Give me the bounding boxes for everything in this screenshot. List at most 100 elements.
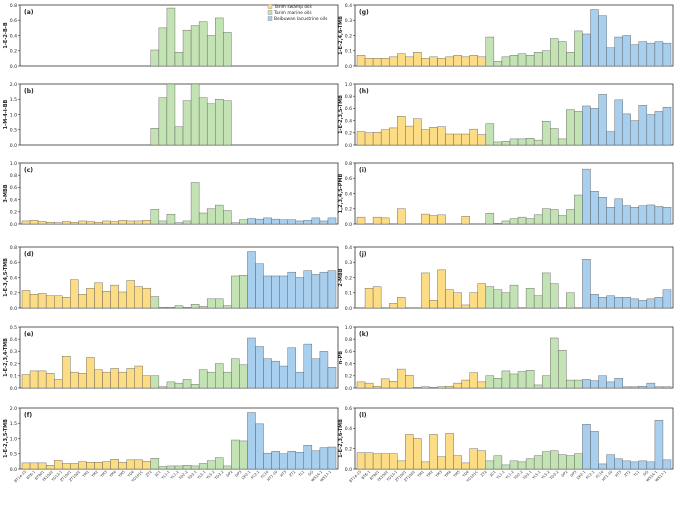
bar-38 [319, 271, 329, 309]
bar-17 [485, 375, 495, 389]
bar-3 [37, 462, 47, 470]
bar-21 [182, 307, 192, 309]
x-tick-label: YL5-2 [541, 470, 551, 480]
bar-17 [150, 128, 160, 146]
bar-14 [461, 133, 470, 146]
y-tick-label: 0.8 [345, 337, 352, 343]
bar-27 [231, 275, 240, 309]
bar-7 [70, 463, 79, 470]
bar-18 [493, 61, 503, 67]
plot-frame [19, 162, 339, 225]
bar-6 [62, 297, 71, 309]
bar-33 [279, 365, 288, 389]
y-tick-label: 0.3 [10, 349, 17, 355]
bar-26 [558, 138, 567, 146]
bar-26 [558, 41, 567, 67]
bar-20 [509, 284, 519, 309]
y-tick-label: 0.0 [345, 64, 352, 70]
bar-5 [389, 303, 398, 309]
bar-32 [271, 218, 280, 225]
bar-30 [590, 294, 599, 309]
y-tick-label: 0.6 [345, 176, 352, 182]
y-axis-label: 1-E-2,3,5-TMB [338, 95, 344, 134]
legend-swatch [267, 10, 273, 15]
bar-38 [654, 111, 664, 146]
bar-11 [437, 126, 446, 146]
y-tick-label: 0.0 [345, 467, 352, 473]
bar-17 [150, 375, 160, 389]
bar-22 [190, 25, 200, 67]
bar-22 [525, 218, 535, 225]
chart-panel-11: 0.0 0.2 0.4 0.6 0.8 1.0 n-PB (k) [338, 325, 674, 392]
bar-36 [638, 41, 648, 67]
bar-15 [134, 365, 143, 389]
y-tick-label: 0.2 [10, 49, 17, 55]
chart-panel-3: 0.0 0.2 0.4 0.6 0.8 1.0 3-MBB (c) [3, 161, 339, 228]
bar-36 [638, 105, 648, 146]
bar-9 [86, 357, 95, 389]
bar-29 [582, 33, 591, 67]
bar-36 [638, 205, 648, 225]
bar-5 [54, 222, 63, 225]
bar-6 [397, 368, 406, 389]
bar-32 [606, 381, 615, 389]
bar-18 [158, 97, 168, 146]
bar-4 [380, 453, 390, 470]
bar-4 [45, 221, 55, 225]
bar-17 [485, 286, 495, 309]
bar-25 [550, 38, 559, 67]
panel-tag: (j) [359, 251, 367, 258]
bar-18 [493, 455, 503, 470]
bar-2 [364, 132, 374, 146]
bar-20 [174, 382, 184, 389]
bar-25 [215, 99, 224, 146]
bar-1 [21, 290, 31, 309]
x-tick-label: BT901 [369, 470, 380, 481]
bar-38 [654, 420, 664, 470]
bar-9 [86, 221, 95, 225]
bar-9 [421, 213, 430, 225]
y-tick-label: 0.2 [10, 291, 17, 297]
bar-28 [574, 30, 583, 67]
bar-19 [166, 83, 176, 146]
y-axis-label: 1-E-2-B-B [3, 22, 9, 48]
bar-11 [437, 386, 446, 389]
bar-22 [190, 384, 200, 389]
bar-4 [45, 373, 55, 389]
bar-31 [263, 452, 272, 470]
bar-27 [566, 455, 575, 470]
bar-7 [405, 374, 414, 389]
bar-20 [509, 218, 519, 225]
bar-18 [158, 386, 168, 389]
bar-27 [231, 439, 240, 470]
bar-38 [319, 220, 329, 225]
bar-28 [574, 453, 583, 470]
bar-19 [501, 292, 511, 309]
bar-16 [142, 287, 152, 309]
y-tick-label: 1.5 [10, 97, 17, 103]
bar-36 [303, 220, 313, 225]
bar-21 [517, 138, 527, 146]
bar-1 [21, 220, 31, 225]
y-tick-label: 1.0 [10, 436, 17, 442]
bar-35 [295, 220, 304, 225]
bar-1 [356, 452, 366, 470]
chart-panel-5: 0.0 0.1 0.2 0.3 0.4 0.5 1-E-2,3,4-TMB (e) [3, 325, 339, 392]
x-tick-label: DP3 [570, 470, 578, 478]
bar-8 [413, 52, 422, 67]
bar-39 [662, 42, 672, 67]
x-tick-label: YD4 [127, 469, 135, 477]
bar-20 [174, 305, 184, 309]
bar-34 [287, 347, 296, 389]
bar-37 [646, 114, 656, 146]
bar-8 [78, 373, 87, 389]
bar-34 [622, 460, 631, 470]
bar-36 [638, 460, 648, 470]
bar-25 [550, 283, 559, 309]
bar-38 [319, 351, 329, 389]
y-tick-label: 0.0 [345, 386, 352, 392]
bar-5 [389, 56, 398, 67]
y-tick-label: 0.8 [10, 245, 17, 251]
x-tick-label: YM1 [82, 470, 90, 478]
y-tick-label: 0.0 [10, 222, 17, 228]
